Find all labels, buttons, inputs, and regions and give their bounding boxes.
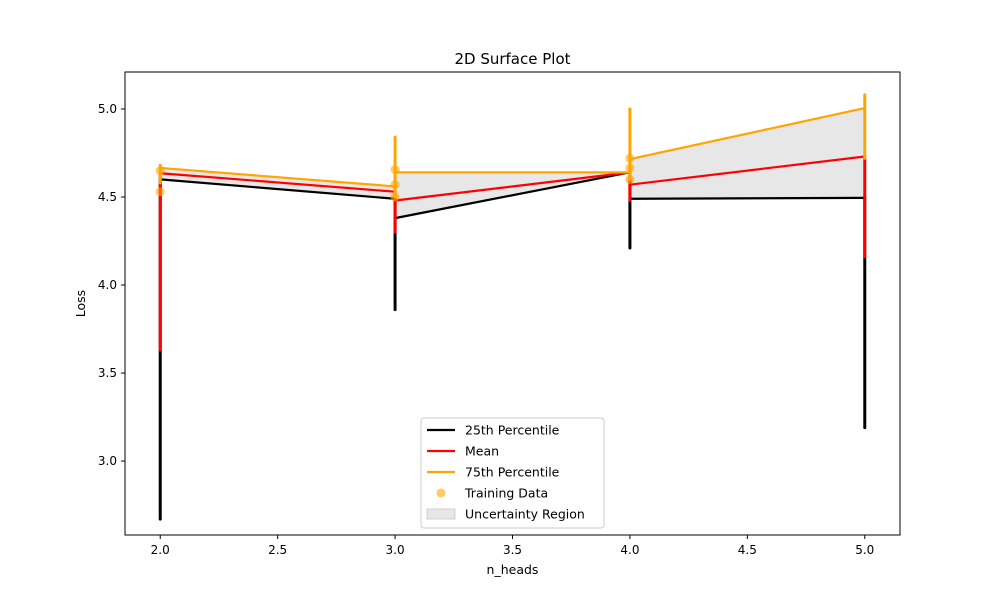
25th-percentile-segment-2: [629, 196, 865, 200]
training-point-5: [625, 174, 635, 184]
y-axis-label: Loss: [73, 290, 88, 317]
y-tick-label: 5.0: [98, 102, 117, 116]
training-point-0: [155, 187, 165, 197]
mean-segment-2: [629, 155, 865, 186]
y-tick-label: 4.0: [98, 278, 117, 292]
x-tick-label: 3.5: [503, 543, 522, 557]
legend-label-75th-percentile: 75th Percentile: [465, 465, 560, 480]
training-point-2: [390, 192, 400, 202]
x-tick-label: 5.0: [855, 543, 874, 557]
training-point-4: [390, 165, 400, 175]
legend-label-25th-percentile: 25th Percentile: [465, 423, 560, 438]
x-tick-label: 2.5: [268, 543, 287, 557]
75th-percentile-segment-0: [160, 166, 396, 188]
75th-percentile-segment-2: [629, 107, 866, 161]
legend-box: [420, 417, 605, 529]
25th-percentile-segment-1: [394, 171, 631, 220]
uncertainty-region-layer: [160, 108, 865, 219]
x-axis-ticks: 2.0 2.5 3.0 3.5 4.0 4.5 5.0: [151, 535, 874, 557]
x-axis-label: n_heads: [487, 562, 539, 577]
legend-swatch-training-data: [436, 488, 446, 498]
x-tick-label: 4.0: [620, 543, 639, 557]
legend-label-mean: Mean: [465, 444, 499, 459]
chart-title: 2D Surface Plot: [454, 50, 570, 68]
y-tick-label: 3.5: [98, 366, 117, 380]
mean-segment-1: [394, 171, 631, 202]
legend-label-uncertainty-region: Uncertainty Region: [465, 507, 585, 522]
series-lines-layer: [158, 93, 867, 521]
legend-swatch-uncertainty-region: [426, 508, 456, 520]
uncertainty-region-2: [629, 108, 865, 199]
series-mean: [158, 155, 867, 352]
x-tick-label: 3.0: [386, 543, 405, 557]
y-axis-ticks: 3.0 3.5 4.0 4.5 5.0: [98, 102, 125, 468]
25th-percentile-segment-0: [160, 178, 396, 200]
training-point-6: [625, 163, 635, 173]
training-point-7: [625, 153, 635, 163]
x-tick-label: 4.5: [738, 543, 757, 557]
mean-segment-0: [160, 172, 396, 193]
x-tick-label: 2.0: [151, 543, 170, 557]
legend-label-training-data: Training Data: [464, 486, 548, 501]
legend: 25th Percentile Mean 75th Percentile Traini…: [420, 417, 605, 529]
training-points-layer: [155, 153, 635, 202]
training-point-3: [390, 180, 400, 190]
y-tick-label: 3.0: [98, 454, 117, 468]
y-tick-label: 4.5: [98, 190, 117, 204]
training-point-1: [155, 166, 165, 176]
